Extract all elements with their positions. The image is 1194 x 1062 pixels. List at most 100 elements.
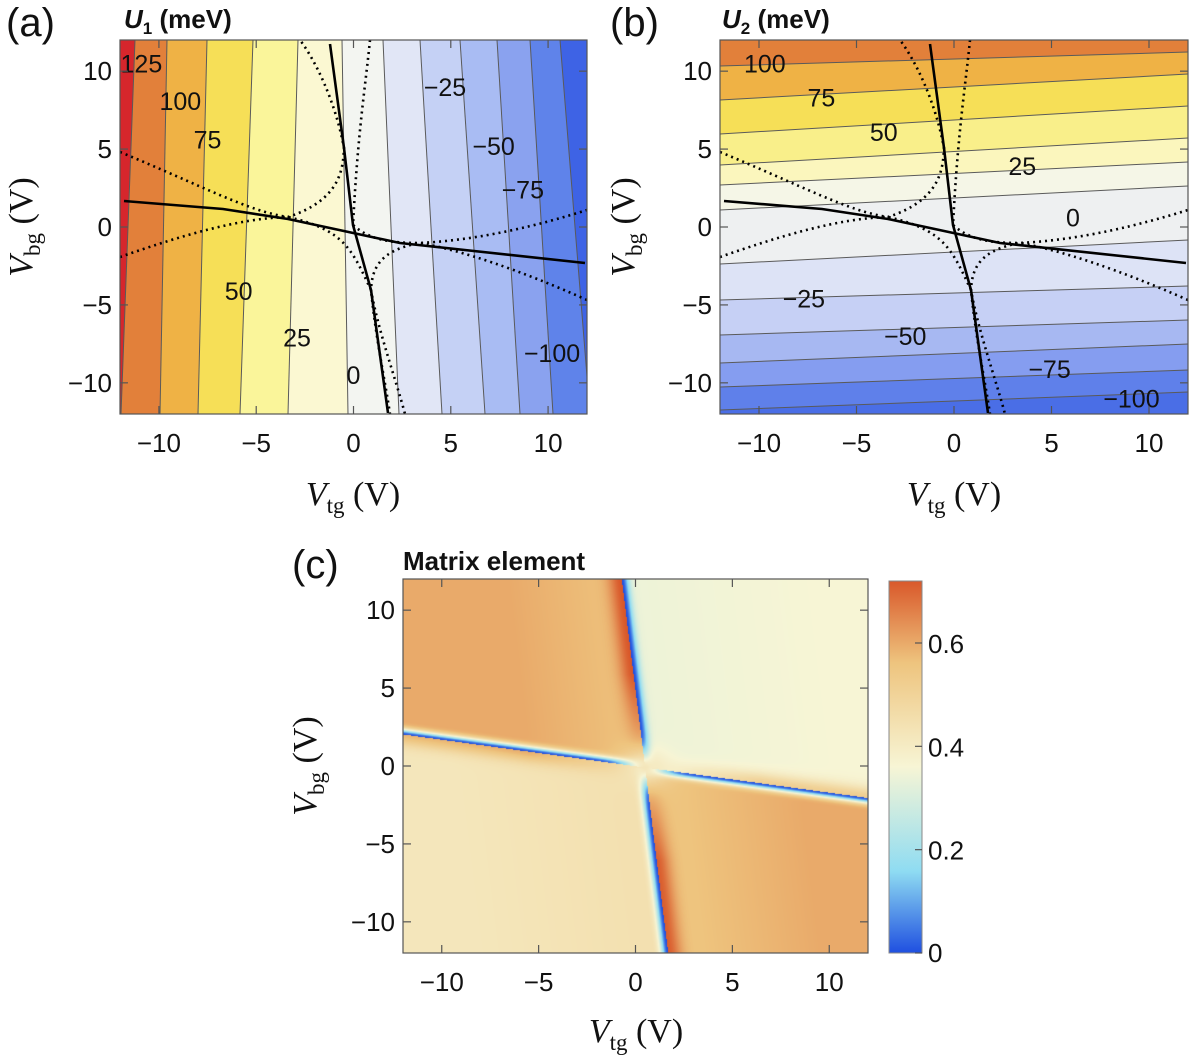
contour-label: −100 bbox=[524, 340, 580, 368]
panel-a-solid-curve-1 bbox=[123, 199, 586, 265]
y-tick-label: −5 bbox=[682, 290, 712, 320]
contour-band bbox=[460, 40, 520, 414]
y-tick-label: 5 bbox=[381, 673, 395, 703]
contour-label: −25 bbox=[783, 286, 825, 314]
contour-label: 25 bbox=[1008, 153, 1036, 181]
x-tick-label: −10 bbox=[137, 428, 181, 458]
contour-line bbox=[720, 137, 1188, 166]
panel-b-solid-curve-1 bbox=[723, 199, 1187, 265]
contour-band bbox=[720, 392, 1188, 414]
y-tick-label: −10 bbox=[68, 368, 112, 398]
panel-b-y-axis-label: Vbg (V) bbox=[605, 177, 647, 276]
panel-b-contour-labels: 100 75 50 25 0 −25 −50 −75 −100 bbox=[744, 50, 1160, 413]
contour-line bbox=[720, 239, 1188, 265]
contour-band bbox=[720, 52, 1188, 100]
panel-b-contour-fills bbox=[720, 40, 1188, 414]
panel-c-letter: (c) bbox=[292, 543, 339, 587]
x-tick-label: −10 bbox=[420, 967, 464, 997]
contour-label: 75 bbox=[194, 127, 222, 155]
contour-label: 0 bbox=[1066, 205, 1080, 233]
panel-c-y-axis-label: Vbg (V) bbox=[287, 716, 329, 815]
contour-label: −75 bbox=[502, 177, 544, 205]
panel-b-boundary-lines bbox=[720, 40, 1188, 414]
contour-band bbox=[720, 138, 1188, 185]
contour-band bbox=[720, 320, 1188, 363]
y-tick-label: 5 bbox=[698, 134, 712, 164]
panel-c-heatmap-container bbox=[403, 579, 868, 953]
contour-label: −100 bbox=[1103, 385, 1159, 413]
contour-line bbox=[720, 319, 1188, 336]
contour-band bbox=[420, 40, 485, 414]
panel-c-ticks: −10 −5 0 5 10 −10 −5 0 5 10 bbox=[351, 579, 868, 997]
contour-line bbox=[720, 343, 1188, 364]
contour-line bbox=[529, 40, 554, 414]
contour-line bbox=[720, 391, 1188, 411]
contour-label: 0 bbox=[347, 362, 361, 390]
y-tick-label: −10 bbox=[668, 368, 712, 398]
panel-b-title: U2 (meV) bbox=[722, 4, 830, 38]
contour-line bbox=[720, 161, 1188, 186]
contour-line bbox=[720, 369, 1188, 388]
panel-a-title: U1 (meV) bbox=[124, 4, 232, 38]
contour-band bbox=[530, 40, 587, 414]
contour-line bbox=[239, 40, 254, 414]
y-tick-label: −5 bbox=[82, 290, 112, 320]
y-tick-label: 10 bbox=[683, 56, 712, 86]
panel-a-contour-fills bbox=[120, 40, 587, 414]
colorbar-tick-label: 0 bbox=[928, 938, 942, 968]
panel-c-heatmap bbox=[403, 579, 868, 953]
contour-band bbox=[121, 40, 167, 414]
contour-label: 100 bbox=[159, 88, 201, 116]
contour-band bbox=[720, 344, 1188, 387]
x-tick-label: 10 bbox=[815, 967, 844, 997]
contour-band bbox=[720, 106, 1188, 165]
colorbar-tick-label: 0.4 bbox=[928, 732, 964, 762]
panel-a-dotted-curve-3 bbox=[351, 40, 587, 245]
panel-a-y-axis-label: Vbg (V) bbox=[3, 177, 45, 276]
contour-label: −75 bbox=[1028, 356, 1070, 384]
contour-line bbox=[419, 40, 443, 414]
x-tick-label: 5 bbox=[725, 967, 739, 997]
contour-label: 75 bbox=[807, 85, 835, 113]
panel-c: (c) Matrix element −10 −5 0 5 10 −10 −5 0 5 10 Vt… bbox=[287, 543, 964, 1055]
panel-a-dotted-curve-4 bbox=[369, 241, 587, 414]
y-tick-label: 0 bbox=[381, 751, 395, 781]
contour-label: 25 bbox=[283, 325, 311, 353]
contour-line bbox=[720, 51, 1188, 67]
panel-a-boundary-lines bbox=[120, 40, 587, 414]
contour-band bbox=[720, 286, 1188, 335]
x-tick-label: −5 bbox=[241, 428, 271, 458]
y-tick-label: 5 bbox=[98, 134, 112, 164]
panel-b-dotted-curve-2 bbox=[720, 215, 992, 414]
panel-a-dotted-curve-2 bbox=[120, 215, 392, 414]
panel-c-colorbar-ticks: 0 0.2 0.4 0.6 bbox=[915, 629, 964, 968]
contour-line bbox=[382, 40, 400, 414]
x-tick-label: −5 bbox=[842, 428, 872, 458]
contour-label: 50 bbox=[870, 119, 898, 147]
contour-label: 100 bbox=[744, 50, 786, 78]
y-tick-label: −5 bbox=[365, 829, 395, 859]
panel-b-contour-lines bbox=[720, 51, 1188, 411]
contour-line bbox=[559, 40, 587, 383]
y-tick-label: 0 bbox=[698, 212, 712, 242]
x-tick-label: 10 bbox=[1135, 428, 1164, 458]
x-tick-label: −5 bbox=[524, 967, 554, 997]
x-tick-label: −10 bbox=[737, 428, 781, 458]
contour-band bbox=[720, 162, 1188, 210]
contour-label: 125 bbox=[121, 50, 163, 78]
y-tick-label: −10 bbox=[351, 907, 395, 937]
y-tick-label: 10 bbox=[366, 595, 395, 625]
contour-line bbox=[720, 285, 1188, 301]
x-tick-label: 0 bbox=[628, 967, 642, 997]
panel-b-x-axis-label: Vtg (V) bbox=[907, 476, 1001, 518]
contour-line bbox=[159, 40, 168, 414]
contour-line bbox=[459, 40, 486, 414]
contour-label: −25 bbox=[424, 74, 466, 102]
panel-a-x-axis-label: Vtg (V) bbox=[306, 476, 400, 518]
contour-band bbox=[198, 40, 253, 414]
colorbar-tick-label: 0.2 bbox=[928, 836, 964, 866]
